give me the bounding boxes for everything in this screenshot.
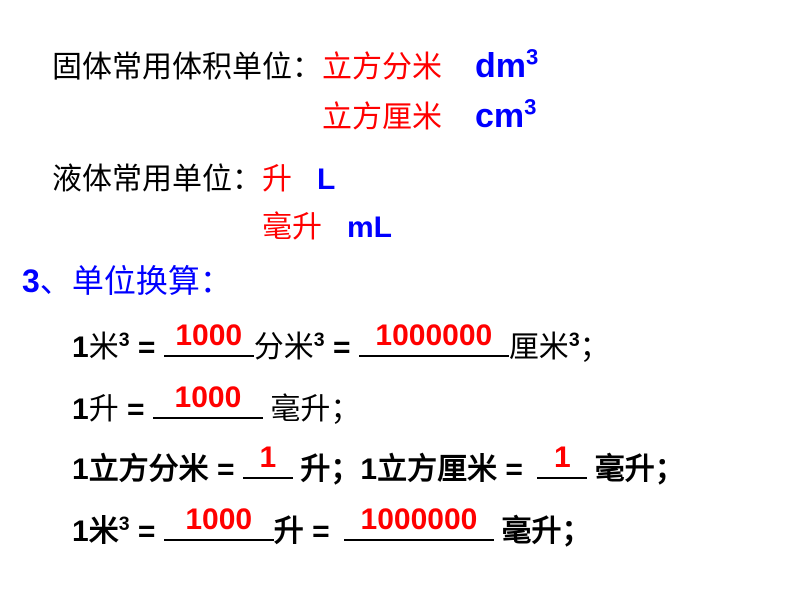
- section-punct: 、: [40, 263, 72, 299]
- solid-units-line1: 固体常用体积单位：立方分米 dm3: [52, 42, 538, 86]
- conversion-3: 1立方分米 = 1 升；1立方厘米 = 1 毫升；: [72, 444, 685, 488]
- conversion-1: 1米3 = 1000分米3 = 1000000厘米3；: [72, 322, 610, 366]
- section-text: 单位换算：: [72, 263, 232, 299]
- liquid-label: 液体常用单位：: [52, 163, 262, 196]
- conversion-4: 1米3 = 1000升 = 1000000 毫升；: [72, 506, 591, 550]
- blank-7: 1000000: [344, 539, 494, 541]
- blank-5: 1: [537, 477, 587, 479]
- solid-label: 固体常用体积单位：: [52, 51, 322, 84]
- unit-cm-sym: cm3: [475, 97, 536, 135]
- unit-cm-cn: 立方厘米: [322, 101, 442, 134]
- conversion-2: 1升 = 1000 毫升；: [72, 384, 360, 428]
- blank-2: 1000000: [359, 355, 509, 357]
- unit-dm-sym: dm3: [475, 47, 538, 85]
- blank-3: 1000: [153, 417, 263, 419]
- unit-ml-cn: 毫升: [262, 211, 322, 244]
- section-num: 3: [22, 263, 40, 299]
- section-title: 3、单位换算：: [22, 256, 232, 302]
- unit-dm-cn: 立方分米: [322, 51, 442, 84]
- blank-1: 1000: [164, 355, 254, 357]
- unit-l-cn: 升: [262, 163, 292, 196]
- blank-6: 1000: [164, 539, 274, 541]
- blank-4: 1: [243, 477, 293, 479]
- solid-units-line2: 立方厘米 cm3: [322, 92, 536, 136]
- liquid-units-line1: 液体常用单位：升 L: [52, 154, 335, 198]
- unit-ml-sym: mL: [347, 211, 392, 244]
- liquid-units-line2: 毫升 mL: [262, 202, 392, 246]
- unit-l-sym: L: [317, 163, 335, 196]
